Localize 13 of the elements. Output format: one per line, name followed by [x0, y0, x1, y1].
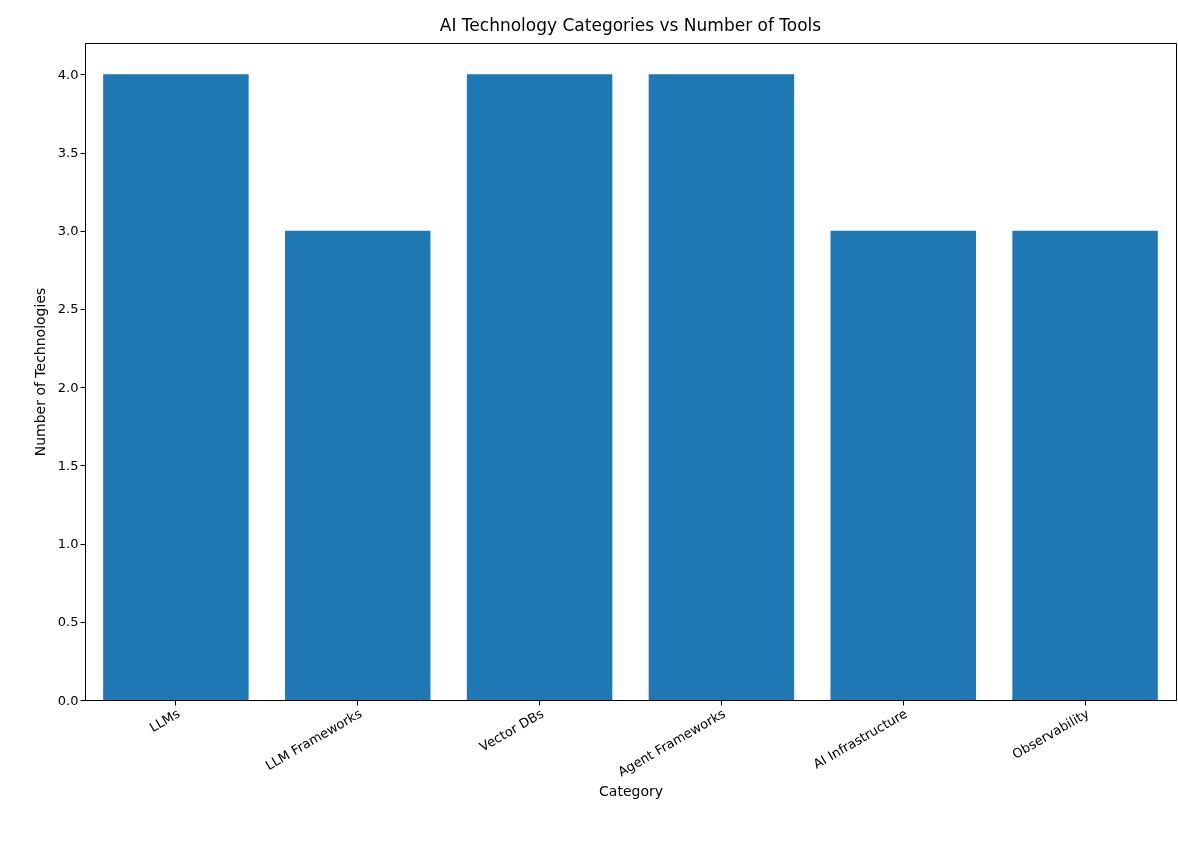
y-tick-label: 2.5: [57, 301, 79, 317]
y-tick-label: 0.5: [57, 614, 79, 630]
x-axis-title: Category: [599, 783, 663, 800]
y-tick-label: 1.5: [57, 457, 79, 473]
x-tick-label: LLMs: [146, 705, 183, 735]
y-tick-label: 3.5: [57, 145, 79, 160]
y-tick-label: 2.0: [57, 379, 79, 395]
y-tick-label: 4.0: [57, 66, 79, 82]
y-tick-label: 0.0: [57, 692, 79, 708]
y-tick-label: 1.0: [57, 536, 79, 552]
chart-title: AI Technology Categories vs Number of Tools: [439, 15, 822, 35]
y-axis-title: Number of Technologies: [31, 287, 48, 457]
y-tick-label: 3.0: [57, 223, 79, 239]
